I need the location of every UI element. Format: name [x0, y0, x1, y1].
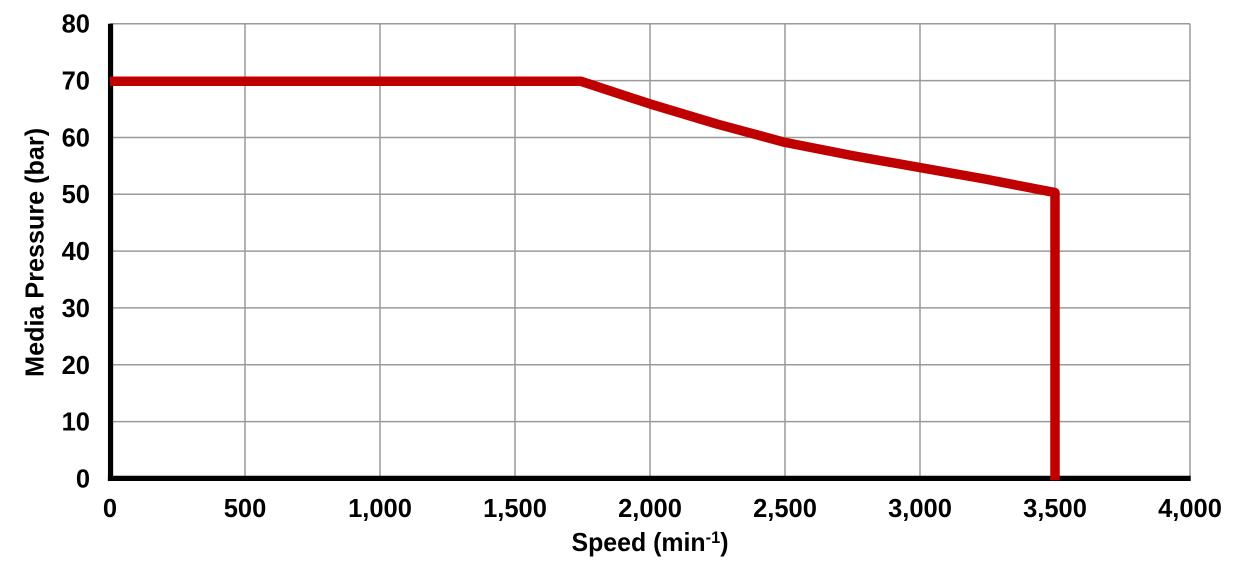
svg-text:0: 0: [76, 466, 90, 494]
svg-text:Speed (min-1): Speed (min-1): [572, 528, 729, 557]
svg-text:80: 80: [62, 11, 90, 39]
svg-text:2,000: 2,000: [618, 495, 682, 523]
svg-text:30: 30: [62, 295, 90, 323]
svg-text:40: 40: [62, 238, 90, 266]
svg-text:3,000: 3,000: [888, 495, 952, 523]
svg-text:60: 60: [62, 124, 90, 152]
svg-text:Media Pressure (bar): Media Pressure (bar): [22, 128, 50, 377]
svg-text:20: 20: [62, 352, 90, 380]
svg-text:0: 0: [103, 495, 117, 523]
svg-text:50: 50: [62, 181, 90, 209]
svg-text:4,000: 4,000: [1158, 495, 1222, 523]
svg-text:1,000: 1,000: [348, 495, 412, 523]
svg-text:1,500: 1,500: [483, 495, 547, 523]
svg-text:70: 70: [62, 67, 90, 95]
svg-text:3,500: 3,500: [1023, 495, 1087, 523]
svg-text:2,500: 2,500: [753, 495, 817, 523]
svg-text:10: 10: [62, 409, 90, 437]
svg-text:500: 500: [224, 495, 267, 523]
